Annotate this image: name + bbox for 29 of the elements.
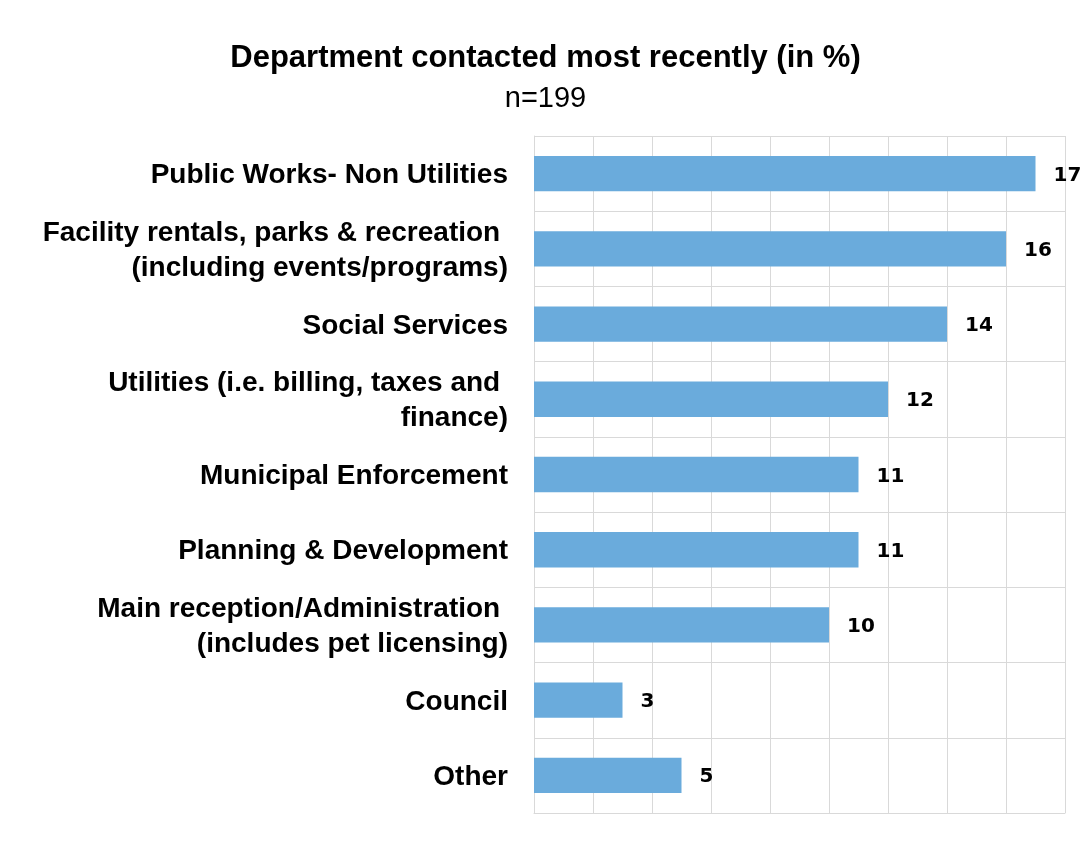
data-label: 11 (876, 462, 905, 487)
data-label: 11 (876, 537, 905, 562)
y-tick-label: Public Works- Non Utilities (150, 158, 508, 190)
data-label: 14 (965, 312, 993, 337)
data-label: 5 (699, 763, 714, 788)
bar (534, 607, 829, 643)
y-tick-label: Council (405, 684, 508, 716)
bar (534, 456, 859, 493)
bar (534, 381, 888, 417)
y-tick-label: Utilities (i.e. billing, taxes and finance) (108, 366, 508, 433)
data-label: 3 (640, 688, 655, 713)
y-tick-label: Facility rentals, parks & recreation (including events/programs) (42, 215, 508, 282)
y-tick-label: Social Services (302, 308, 508, 340)
data-label: 10 (847, 612, 875, 637)
bar (534, 757, 682, 794)
chart-subtitle: n=199 (504, 80, 587, 113)
bar (534, 682, 623, 718)
bar (534, 306, 947, 342)
bar (534, 532, 859, 568)
chart-title: Department contacted most recently (in %) (230, 39, 861, 74)
data-label: 17 (1053, 161, 1082, 186)
data-label: 12 (906, 387, 934, 412)
bar (534, 155, 1036, 192)
y-tick-label: Other (433, 759, 509, 791)
data-label: 16 (1024, 236, 1052, 261)
y-tick-label: Main reception/Administration (includes pet licensing) (97, 591, 508, 658)
y-tick-label: Municipal Enforcement (199, 459, 508, 490)
y-tick-label: Planning & Development (178, 534, 508, 566)
bar (534, 231, 1006, 267)
